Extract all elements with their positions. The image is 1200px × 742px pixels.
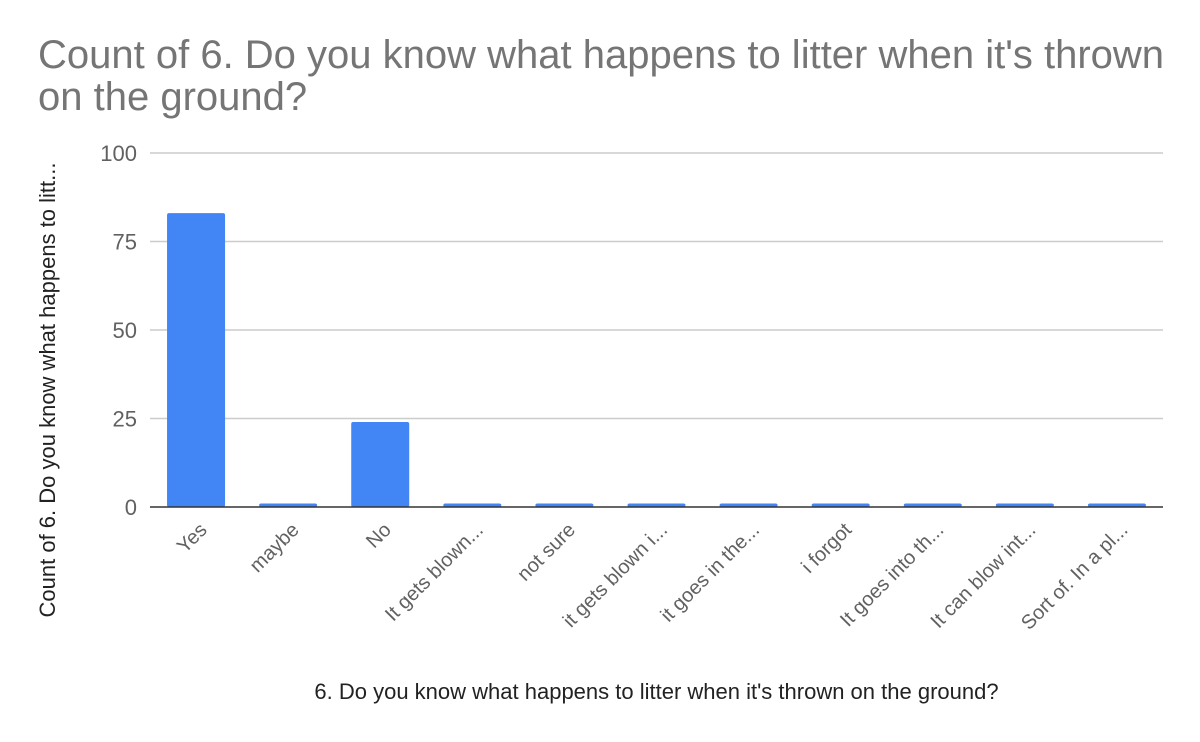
bar-6 bbox=[719, 503, 778, 507]
x-tick-label-0: Yes bbox=[173, 519, 212, 558]
x-tick-label-3: It gets blown... bbox=[381, 519, 488, 626]
bar-4 bbox=[535, 503, 594, 507]
bar-3 bbox=[443, 503, 502, 507]
y-tick-label-25: 25 bbox=[113, 407, 137, 432]
x-tick-label-4: not sure bbox=[513, 519, 580, 586]
bar-10 bbox=[1087, 503, 1146, 507]
y-tick-label-75: 75 bbox=[113, 230, 137, 255]
y-tick-labels: 0 25 50 75 100 bbox=[100, 141, 137, 520]
bar-8 bbox=[903, 503, 962, 507]
chart-title: Count of 6. Do you know what happens to … bbox=[38, 33, 1165, 119]
bar-7 bbox=[811, 503, 870, 507]
y-tick-label-0: 0 bbox=[125, 495, 137, 520]
x-tick-label-7: i forgot bbox=[797, 519, 856, 578]
x-axis-title: 6. Do you know what happens to litter wh… bbox=[314, 679, 999, 704]
bar-2 bbox=[351, 422, 410, 507]
bar-9 bbox=[995, 503, 1054, 507]
gridlines bbox=[150, 152, 1163, 420]
bar-0 bbox=[167, 213, 226, 507]
bars bbox=[167, 213, 1146, 507]
x-tick-label-6: it goes in the... bbox=[657, 519, 765, 627]
x-tick-label-2: No bbox=[362, 519, 396, 553]
y-tick-label-100: 100 bbox=[100, 141, 137, 166]
bar-1 bbox=[259, 503, 318, 507]
y-tick-label-50: 50 bbox=[113, 318, 137, 343]
bar-5 bbox=[627, 503, 686, 507]
x-tick-label-1: maybe bbox=[246, 519, 304, 577]
